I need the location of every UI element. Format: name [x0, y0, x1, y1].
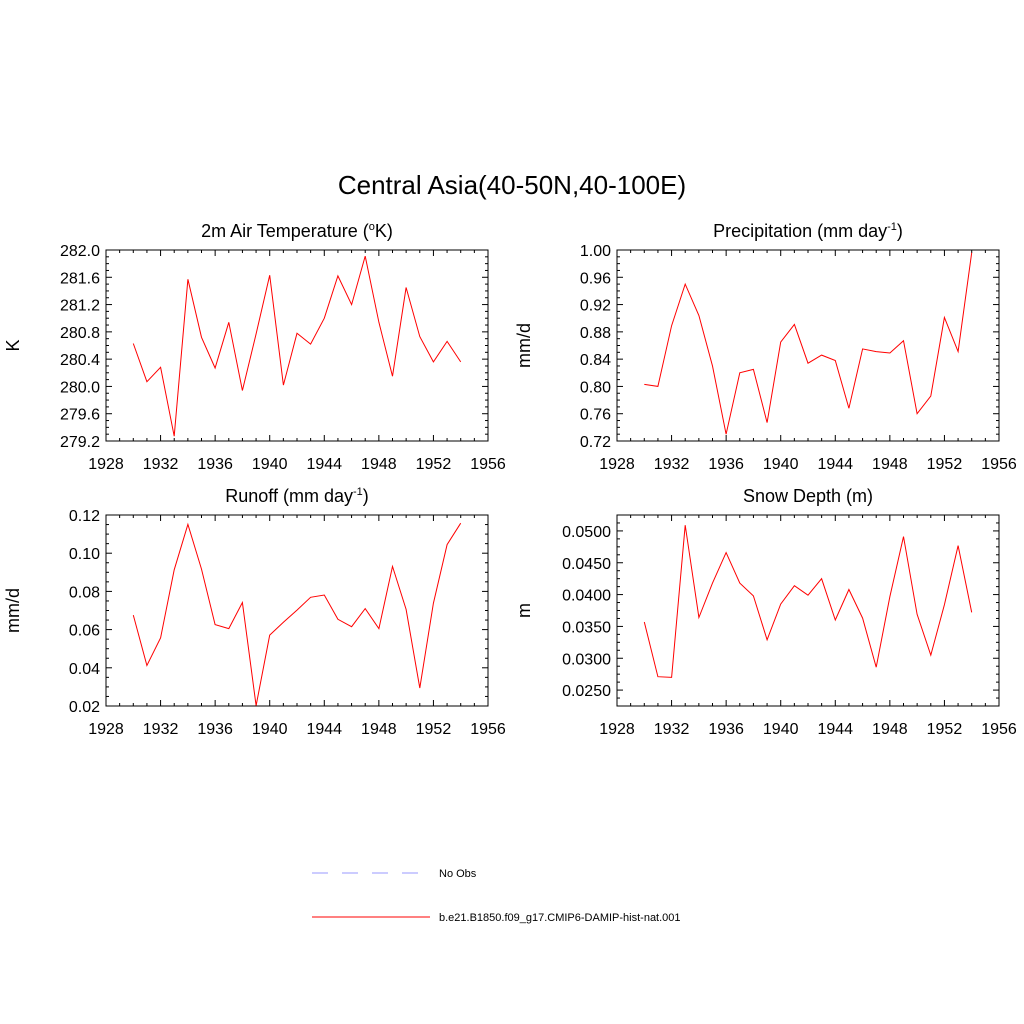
y-tick-label: 0.84: [580, 352, 611, 369]
y-tick-label: 0.76: [580, 407, 611, 424]
y-axis-label: mm/d: [514, 323, 534, 368]
x-tick-label: 1952: [416, 456, 452, 473]
y-tick-label: 0.96: [580, 270, 611, 287]
x-tick-label: 1928: [88, 456, 124, 473]
series-line-snow-depth: [643, 525, 973, 678]
panel-title-superscript: -1: [353, 486, 363, 498]
panel-title-text: Snow Depth (m): [743, 486, 873, 506]
y-tick-label: 281.6: [60, 270, 100, 287]
y-tick-label: 0.06: [69, 623, 100, 640]
x-tick-label: 1940: [252, 456, 288, 473]
panel-snow-depth: Snow Depth (m) m 1928 1932 1936 1940 1944 1948 1…: [514, 486, 1017, 738]
x-tick-label: 1948: [872, 721, 908, 738]
x-tick-label: 1944: [817, 721, 853, 738]
x-tick-label: 1936: [197, 456, 233, 473]
legend-series-label: b.e21.B1850.f09_g17.CMIP6-DAMIP-hist-nat…: [439, 912, 681, 924]
x-tick-label: 1932: [143, 721, 179, 738]
y-tick-label: 0.80: [580, 379, 611, 396]
x-tick-label: 1940: [763, 456, 799, 473]
y-tick-label: 282.0: [60, 243, 100, 260]
y-tick-label: 280.0: [60, 379, 100, 396]
y-tick-label: 0.08: [69, 584, 100, 601]
y-tick-label: 0.10: [69, 546, 100, 563]
y-tick-label: 0.0400: [562, 588, 611, 605]
panel-title-suffix: ): [897, 221, 903, 241]
x-tick-label: 1944: [306, 721, 342, 738]
x-tick-label: 1932: [654, 721, 690, 738]
x-tick-label: 1948: [872, 456, 908, 473]
series-line-precipitation: [644, 252, 973, 435]
x-tick-label: 1948: [361, 456, 397, 473]
y-tick-label: 0.02: [69, 699, 100, 716]
x-tick-label: 1944: [817, 456, 853, 473]
figure-title: Central Asia(40-50N,40-100E): [338, 170, 686, 200]
y-tick-label: 280.8: [60, 325, 100, 342]
x-tick-label: 1928: [88, 721, 124, 738]
x-tick-label: 1956: [981, 456, 1017, 473]
y-tick-label: 1.00: [580, 243, 611, 260]
panel-title: Runoff (mm day-1): [225, 486, 369, 506]
y-tick-label: 0.92: [580, 298, 611, 315]
panel-air-temperature: 2m Air Temperature (oK) K 1928 1932 1936 1940…: [3, 221, 506, 473]
x-tick-label: 1928: [599, 456, 635, 473]
y-axis-label: mm/d: [3, 588, 23, 633]
panel-title-suffix: K): [375, 221, 393, 241]
y-tick-label: 0.88: [580, 325, 611, 342]
panel-title-text: 2m Air Temperature (: [201, 221, 369, 241]
panel-title: Precipitation (mm day-1): [713, 221, 903, 241]
y-tick-label: 0.0450: [562, 556, 611, 573]
y-tick-label: 0.0300: [562, 651, 611, 668]
y-tick-label: 279.6: [60, 407, 100, 424]
x-tick-label: 1952: [927, 721, 963, 738]
x-tick-label: 1932: [143, 456, 179, 473]
panel-title-superscript: -1: [887, 221, 897, 233]
legend: No Obs b.e21.B1850.f09_g17.CMIP6-DAMIP-h…: [312, 868, 681, 924]
y-tick-label: 279.2: [60, 434, 100, 451]
x-tick-label: 1936: [197, 721, 233, 738]
panel-title-text: Runoff (mm day: [225, 486, 353, 506]
x-tick-label: 1944: [306, 456, 342, 473]
x-tick-label: 1936: [708, 721, 744, 738]
panel-title: 2m Air Temperature (oK): [201, 221, 393, 241]
y-tick-label: 0.72: [580, 434, 611, 451]
panel-title-text: Precipitation (mm day: [713, 221, 887, 241]
panel-title-superscript: o: [369, 221, 375, 233]
panel-runoff: Runoff (mm day-1) mm/d 1928 1932 1936 1940 194…: [3, 486, 506, 738]
y-tick-label: 281.2: [60, 298, 100, 315]
x-tick-label: 1940: [763, 721, 799, 738]
x-tick-label: 1948: [361, 721, 397, 738]
x-tick-label: 1940: [252, 721, 288, 738]
y-axis-label: m: [514, 603, 534, 618]
y-tick-label: 0.0350: [562, 619, 611, 636]
x-tick-label: 1952: [416, 721, 452, 738]
x-tick-label: 1956: [981, 721, 1017, 738]
y-tick-label: 280.4: [60, 352, 100, 369]
series-line-air-temperature: [132, 255, 462, 437]
y-axis-label: K: [3, 339, 23, 351]
y-tick-label: 0.0250: [562, 683, 611, 700]
y-tick-label: 0.0500: [562, 524, 611, 541]
x-tick-label: 1952: [927, 456, 963, 473]
x-tick-label: 1956: [470, 721, 506, 738]
panel-precipitation: Precipitation (mm day-1) mm/d 1928 1932 1936…: [514, 221, 1017, 473]
x-tick-label: 1932: [654, 456, 690, 473]
panel-title-suffix: ): [363, 486, 369, 506]
y-tick-label: 0.12: [69, 508, 100, 525]
x-tick-label: 1928: [599, 721, 635, 738]
x-tick-label: 1956: [470, 456, 506, 473]
series-line-runoff: [132, 522, 462, 706]
legend-no-obs-label: No Obs: [439, 868, 477, 880]
x-tick-label: 1936: [708, 456, 744, 473]
y-tick-label: 0.04: [69, 661, 100, 678]
panel-title: Snow Depth (m): [743, 486, 873, 506]
